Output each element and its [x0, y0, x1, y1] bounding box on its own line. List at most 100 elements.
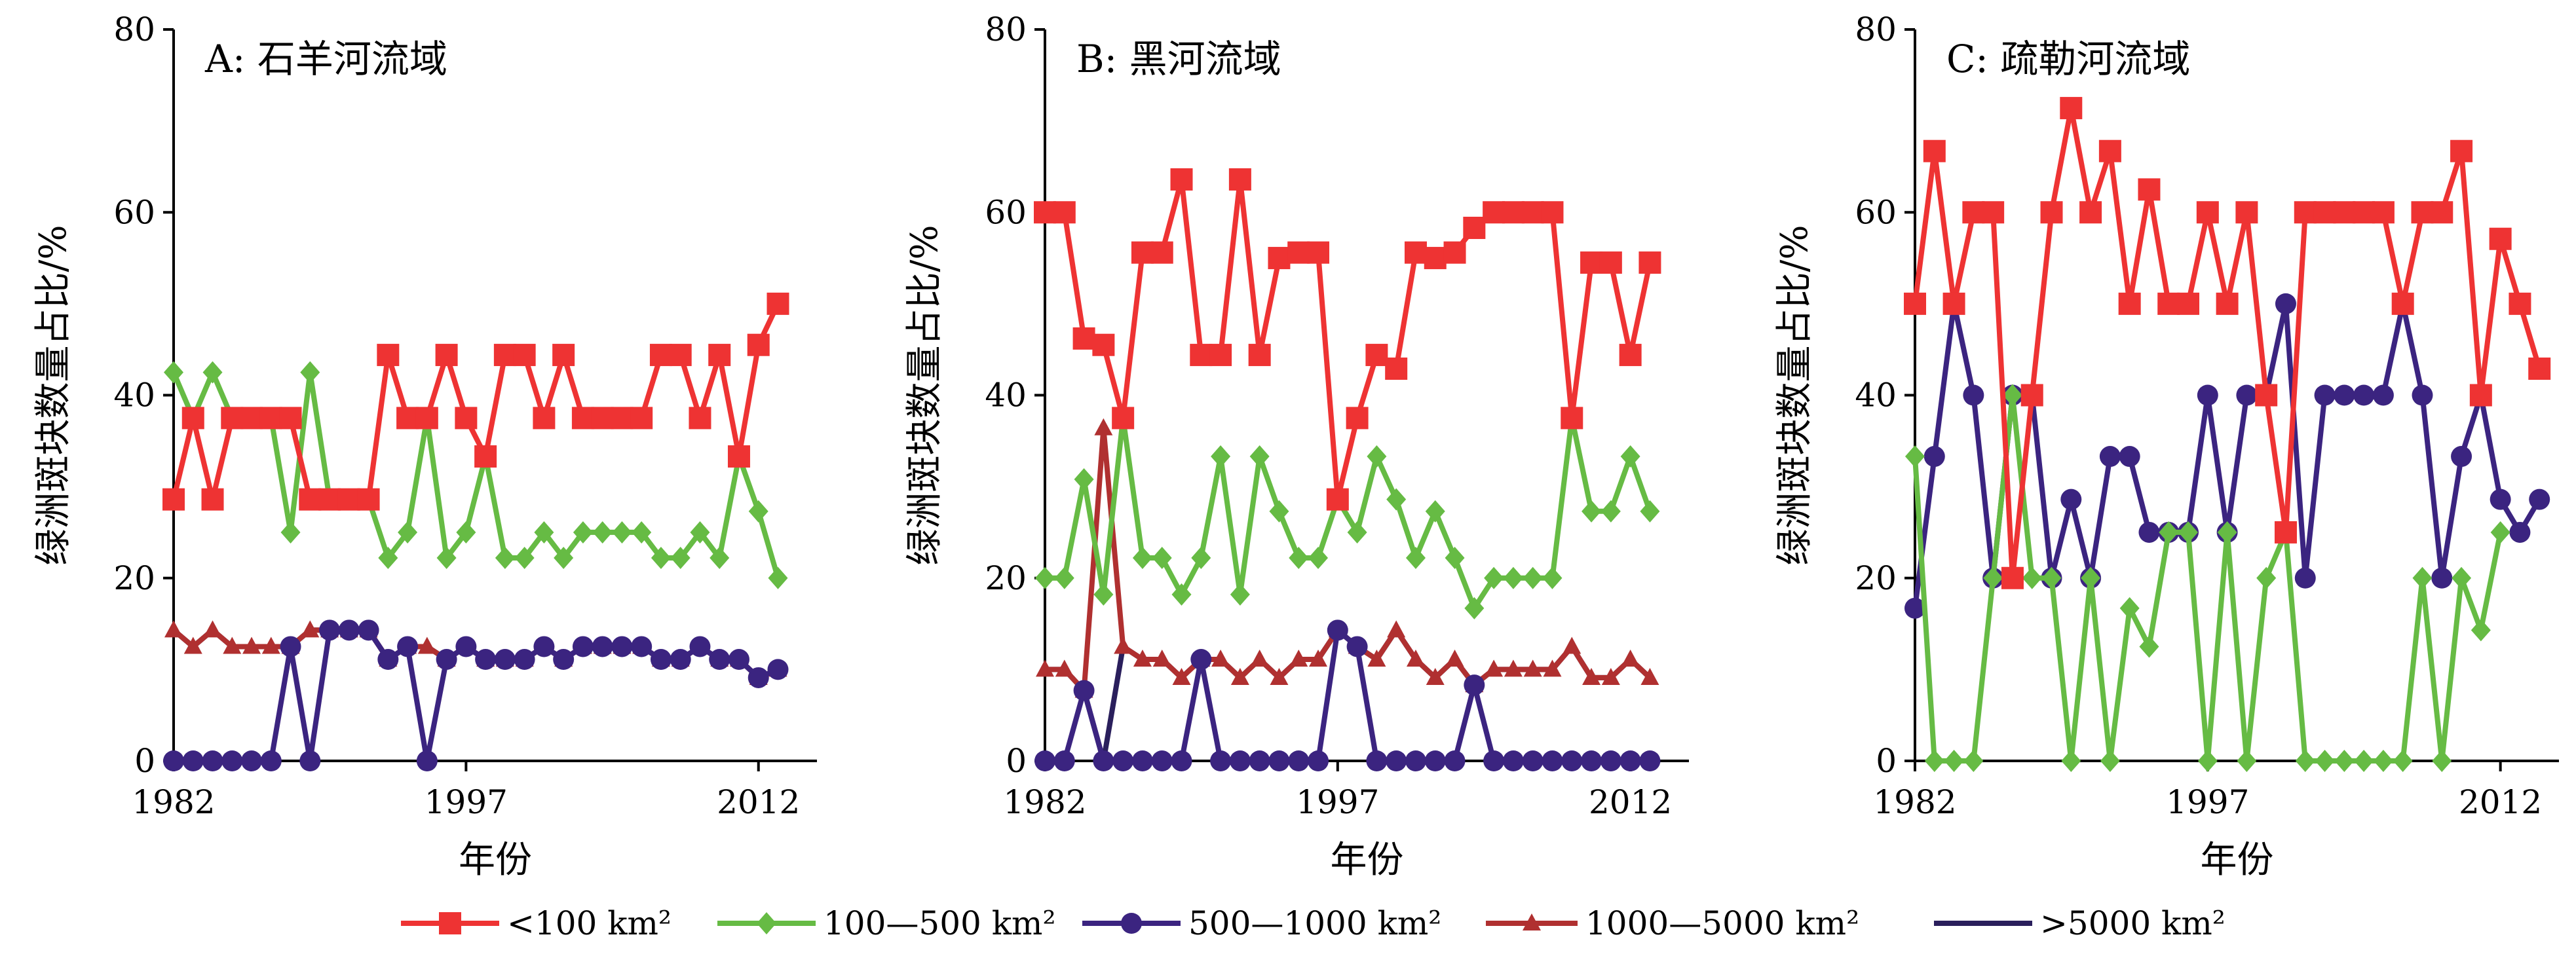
legend-item: 1000—5000 km²	[1486, 904, 1859, 942]
panel-a-data-point	[318, 488, 341, 511]
panel-a-data-point	[689, 407, 711, 430]
panel-c-data-point	[2490, 521, 2510, 543]
panel-b-data-point	[1543, 659, 1562, 677]
panel-b-y-tick-label: 0	[1006, 742, 1027, 780]
panel-a-data-point	[573, 521, 593, 543]
panel-a-data-point	[436, 649, 457, 671]
panel-b-data-point	[1268, 247, 1291, 270]
panel-c-data-point	[2138, 521, 2160, 543]
panel-c-y-tick-label: 0	[1876, 742, 1897, 780]
panel-c-data-point	[2432, 750, 2452, 772]
panel-a-data-point	[201, 488, 224, 511]
panel-b-data-point	[1503, 566, 1523, 589]
panel-c-data-point	[2393, 750, 2413, 772]
panel-b-data-point	[1347, 521, 1367, 543]
panel-b-data-point	[1308, 547, 1329, 570]
panel-a-data-point	[670, 547, 691, 570]
panel-a-data-point	[240, 407, 263, 430]
panel-b-data-point	[1036, 659, 1054, 677]
panel-c-data-point	[2431, 201, 2453, 224]
panel-a-data-point	[436, 547, 457, 570]
panel-c-y-label: 绿洲斑块数量占比/%	[1773, 225, 1816, 565]
panel-a-data-point	[416, 750, 438, 771]
panel-b-data-point	[1639, 750, 1661, 771]
panel-a-data-point	[611, 636, 633, 657]
panel-b-data-point	[1387, 620, 1406, 638]
panel-a-data-point	[337, 488, 360, 511]
panel-a-y-label: 绿洲斑块数量占比/%	[32, 225, 75, 565]
panel-b-data-point	[1385, 358, 1408, 380]
legend-marker	[439, 912, 461, 934]
panel-b-data-point	[1601, 500, 1621, 523]
panel-a-data-point	[181, 407, 204, 430]
panel-b-data-point	[1211, 650, 1230, 667]
panel-a-data-point	[650, 649, 672, 671]
panel-a-data-point	[357, 488, 380, 511]
panel-a-data-point	[709, 649, 730, 671]
panel-b-data-point	[1366, 750, 1388, 771]
panel-c-data-point	[2412, 566, 2433, 589]
panel-c-x-tick-label: 1982	[1873, 783, 1956, 821]
panel-b-data-point	[1444, 750, 1466, 771]
panel-b-data-point	[1502, 750, 1524, 771]
legend-label: 1000—5000 km²	[1585, 904, 1859, 942]
panel-b-data-point	[1485, 659, 1504, 677]
panel-c-data-point	[2451, 446, 2472, 468]
panel-b-data-point	[1561, 750, 1583, 771]
panel-c-data-point	[2197, 384, 2218, 406]
panel-b-data-point	[1094, 418, 1113, 435]
panel-c-data-point	[2159, 521, 2179, 543]
panel-b-data-point	[1230, 667, 1249, 685]
panel-c-data-point	[2235, 201, 2258, 224]
legend-marker	[1121, 913, 1142, 934]
panel-c-data-point	[1923, 446, 1945, 468]
panel-b-data-point	[1035, 566, 1055, 589]
panel-b-data-point	[1580, 251, 1603, 274]
panel-b-data-point	[1053, 750, 1075, 771]
panel-b-data-point	[1404, 241, 1427, 264]
panel-c-data-point	[2333, 201, 2356, 224]
panel-a-data-point	[591, 407, 614, 430]
panel-a-data-point	[319, 619, 341, 641]
panel-b-title: B: 黑河流域	[1076, 37, 1281, 81]
panel-c-data-point	[2372, 384, 2394, 406]
panel-b-data-point	[1600, 750, 1621, 771]
panel-a-data-point	[592, 636, 613, 657]
panel-c-data-point	[2041, 566, 2062, 589]
panel-b-data-point	[1563, 636, 1582, 654]
panel-b-y-tick-label: 80	[985, 10, 1027, 48]
panel-b-data-point	[1249, 750, 1270, 771]
panel-a-data-point	[299, 488, 322, 511]
panel-c-data-point	[2197, 750, 2218, 772]
panel-c-data-point	[2060, 97, 2083, 120]
panel-a-data-point	[164, 620, 183, 638]
panel-c-data-point	[2139, 635, 2159, 658]
panel-c-data-point	[2177, 292, 2200, 315]
panel-b-data-point	[1521, 201, 1544, 224]
panel-c-data-point	[1904, 597, 1925, 619]
panel-c-data-point	[2119, 597, 2140, 619]
panel-b-data-point	[1270, 667, 1289, 685]
panel-c-x-label: 年份	[2201, 839, 2274, 881]
panel-b-data-point	[1502, 201, 1525, 224]
panel-a-data-point	[552, 344, 575, 367]
panel-c-y-tick-label: 40	[1855, 377, 1897, 415]
panel-c-data-point	[2001, 566, 2024, 589]
panel-a-data-point	[221, 407, 244, 430]
panel-a-data-point	[435, 344, 458, 367]
panel-a-data-point	[241, 750, 263, 771]
panel-a-data-point	[301, 620, 320, 638]
panel-c-data-point	[2334, 384, 2355, 406]
panel-c-data-point	[2294, 567, 2316, 589]
panel-c-data-point	[1962, 201, 1985, 224]
panel-b-data-point	[1522, 750, 1544, 771]
panel-b-data-point	[1484, 566, 1504, 589]
panel-a-data-point	[300, 361, 320, 384]
panel-a-y-tick-label: 60	[113, 193, 155, 231]
panel-a-data-point	[474, 445, 497, 468]
panel-a-data-point	[164, 361, 183, 384]
panel-c-data-point	[2315, 750, 2335, 772]
panel-c-data-point	[2100, 750, 2120, 772]
panel-a-data-point	[533, 407, 556, 430]
panel-a-data-point	[553, 649, 575, 671]
